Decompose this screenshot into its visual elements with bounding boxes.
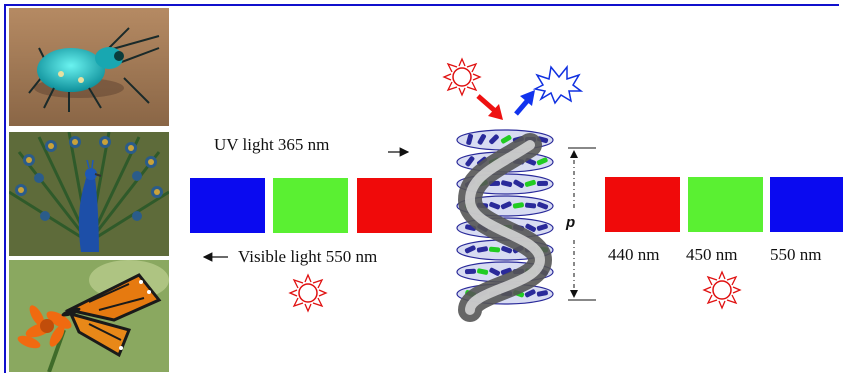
liquid-crystal-molecule: [466, 133, 474, 145]
left-swatch-blue: [190, 178, 265, 233]
liquid-crystal-molecule: [537, 201, 549, 210]
reflected-light-arrow: [514, 90, 535, 116]
liquid-crystal-molecule: [489, 134, 499, 145]
right-swatch-red: [605, 177, 680, 232]
liquid-crystal-molecule: [525, 202, 537, 209]
liquid-crystal-molecule: [489, 267, 501, 276]
liquid-crystal-molecule: [477, 134, 486, 145]
sun-icon: [288, 273, 328, 313]
liquid-crystal-molecule: [525, 223, 537, 232]
left-swatch-red: [357, 178, 432, 233]
liquid-crystal-molecule: [500, 135, 512, 144]
reflected-light-icon: [532, 64, 584, 105]
figure-frame: [4, 4, 839, 373]
liquid-crystal-molecule: [477, 268, 489, 275]
incident-light-arrow: [476, 94, 503, 120]
liquid-crystal-molecule: [536, 180, 548, 187]
liquid-crystal-molecule: [501, 180, 513, 187]
sun-icon: [702, 270, 742, 310]
peacock-photo: [9, 132, 169, 256]
pitch-label: p: [566, 214, 576, 231]
liquid-crystal-molecule: [476, 246, 488, 253]
liquid-crystal-molecule: [500, 267, 512, 275]
visible-light-label: Visible light 550 nm: [238, 247, 378, 266]
sun-icon: [442, 57, 482, 97]
cholesteric-helix: [456, 129, 554, 322]
liquid-crystal-molecule: [464, 268, 476, 275]
liquid-crystal-molecule: [489, 246, 501, 253]
liquid-crystal-molecule: [536, 290, 548, 297]
liquid-crystal-molecule: [524, 289, 536, 298]
liquid-crystal-molecule: [536, 223, 548, 231]
liquid-crystal-molecule: [465, 156, 475, 167]
uv-light-label: UV light 365 nm: [214, 135, 330, 154]
beetle-photo: [9, 8, 169, 126]
liquid-crystal-molecule: [536, 157, 548, 166]
pitch-indicator: [568, 147, 596, 301]
right-swatch-green: [688, 177, 763, 232]
liquid-crystal-molecule: [500, 201, 512, 210]
liquid-crystal-molecule: [512, 202, 524, 209]
left-swatch-green: [273, 178, 348, 233]
liquid-crystal-molecule: [501, 246, 513, 254]
wavelength-label-1: 440 nm: [608, 245, 660, 264]
liquid-crystal-molecule: [524, 179, 536, 187]
wavelength-label-3: 550 nm: [770, 245, 822, 264]
liquid-crystal-molecule: [513, 179, 524, 188]
liquid-crystal-molecule: [464, 245, 476, 254]
butterfly-photo: [9, 260, 169, 372]
right-swatch-blue: [770, 177, 843, 232]
wavelength-label-2: 450 nm: [686, 245, 738, 264]
liquid-crystal-molecule: [489, 201, 501, 210]
